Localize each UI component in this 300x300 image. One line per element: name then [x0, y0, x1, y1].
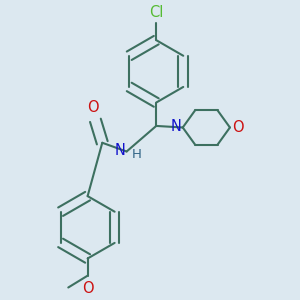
Text: N: N — [115, 143, 126, 158]
Text: H: H — [132, 148, 142, 161]
Text: O: O — [232, 120, 243, 135]
Text: Cl: Cl — [149, 5, 164, 20]
Text: N: N — [171, 119, 182, 134]
Text: O: O — [82, 281, 93, 296]
Text: O: O — [87, 100, 99, 115]
